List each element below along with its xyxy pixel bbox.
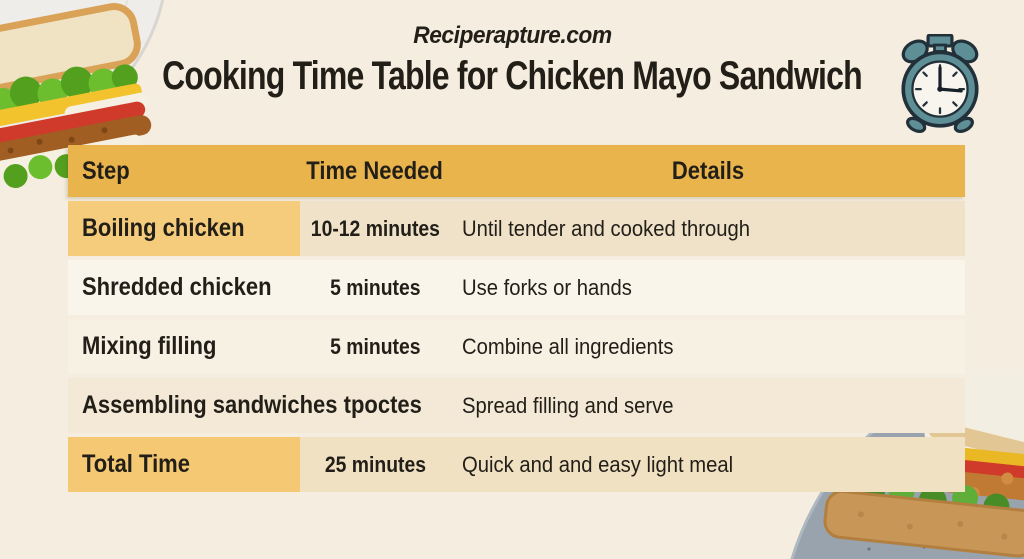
cell-time: 10-12 minutes [310, 215, 440, 241]
cell-step: Assembling sandwiches tpoctes [82, 391, 422, 419]
cell-details: Quick and and easy light meal [462, 451, 734, 477]
cell-details: Until tender and cooked through [462, 215, 751, 241]
cell-details: Combine all ingredients [462, 333, 674, 359]
table-row: Assembling sandwiches tpoctes Spread fill… [68, 378, 965, 433]
site-name: Reciperapture.com [412, 22, 612, 49]
cell-details: Spread filling and serve [462, 392, 674, 418]
cooking-time-table: Step Time Needed Details Boiling chicken… [68, 145, 965, 492]
cell-time: 5 minutes [329, 333, 421, 359]
table-row: Mixing filling 5 minutes Combine all ingre… [68, 319, 965, 374]
table-body: Boiling chicken 10-12 minutes Until tender… [68, 201, 965, 492]
cell-time: 25 minutes [324, 451, 426, 477]
cell-step: Shredded chicken [82, 273, 272, 301]
page-title: Cooking Time Table for Chicken Mayo Sand… [162, 54, 863, 98]
sandwich-illustration [0, 3, 152, 189]
cell-step: Mixing filling [82, 332, 217, 360]
cell-step: Boiling chicken [68, 201, 300, 256]
table-header-row: Step Time Needed Details [68, 145, 965, 197]
table-row: Total Time 25 minutes Quick and and easy l… [68, 437, 965, 492]
sandwich-photo-top-left [0, 0, 165, 189]
cell-details: Use forks or hands [462, 274, 632, 300]
col-header-time: Time Needed [306, 156, 444, 185]
cell-time: 5 minutes [329, 274, 421, 300]
table-row: Boiling chicken 10-12 minutes Until tender… [68, 201, 965, 256]
alarm-clock-icon [901, 34, 979, 134]
col-header-step: Step [82, 156, 130, 185]
masthead: Reciperapture.com Cooking Time Table for… [0, 22, 1024, 99]
col-header-details: Details [671, 156, 744, 185]
table-row: Shredded chicken 5 minutes Use forks or ha… [68, 260, 965, 315]
cell-step: Total Time [68, 437, 300, 492]
